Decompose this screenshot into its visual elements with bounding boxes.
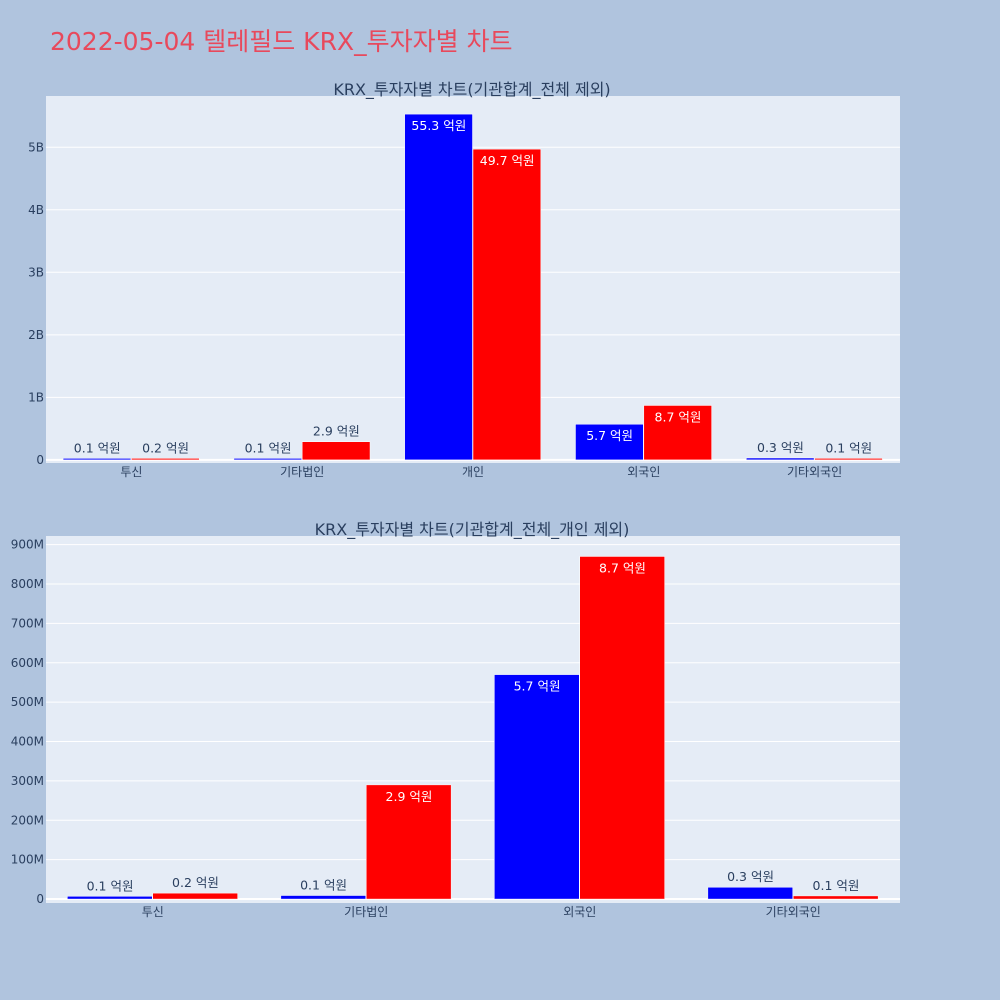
page-title: 2022-05-04 텔레필드 KRX_투자자별 차트 [50,27,513,56]
y-tick-label: 200M [11,813,44,827]
y-tick-label: 700M [11,616,44,630]
y-tick-label: 900M [11,538,44,552]
bar-data-label: 0.3 억원 [727,869,774,884]
y-tick-label: 3B [28,265,44,279]
bar-data-label: 5.7 억원 [586,428,633,443]
y-tick-label: 5B [28,140,44,154]
bar-data-label: 2.9 억원 [386,789,433,804]
chart-bottom: 0 100M 200M 300M 400M 500M 600M 700M 800M 900M 투신 0… [11,520,900,919]
bar-data-label: 0.3 억원 [757,440,804,455]
bar [643,405,712,461]
bar-data-label: 8.7 억원 [599,560,646,575]
y-tick-label: 4B [28,203,44,217]
bar-data-label: 0.2 억원 [172,875,219,890]
x-tick-label: 기타외국인 [766,905,821,919]
chart-title: KRX_투자자별 차트(기관합계_전체_개인 제외) [315,520,630,540]
y-tick-label: 500M [11,695,44,709]
y-tick-label: 800M [11,577,44,591]
bar [793,895,879,900]
bar [366,784,452,900]
bar [579,556,665,900]
x-tick-label: 투신 [120,465,142,479]
bar [62,458,132,461]
bar-data-label: 0.1 억원 [74,440,121,455]
y-tick-label: 0 [36,453,44,467]
y-tick-label: 600M [11,656,44,670]
bar-data-label: 0.1 억원 [813,878,860,893]
bar-data-label: 0.1 억원 [825,440,872,455]
y-tick-label: 300M [11,774,44,788]
bar [152,892,238,900]
x-tick-label: 개인 [462,465,484,479]
bar [707,886,793,900]
bar-data-label: 8.7 억원 [655,409,702,424]
x-tick-label: 외국인 [627,465,660,479]
bar [746,457,815,461]
x-tick-label: 기타법인 [344,905,388,919]
x-tick-label: 투신 [142,905,164,919]
x-tick-label: 기타법인 [280,465,324,479]
bar [575,423,644,461]
bar-data-label: 0.1 억원 [87,878,134,893]
bar [814,458,883,461]
plot-area [46,536,900,903]
bar [233,458,302,461]
bar-data-label: 49.7 억원 [480,153,535,168]
bar-data-label: 0.1 억원 [300,878,347,893]
bar-data-label: 2.9 억원 [313,424,360,439]
x-tick-label: 외국인 [563,905,596,919]
y-tick-label: 0 [36,892,44,906]
chart-title: KRX_투자자별 차트(기관합계_전체 제외) [333,80,610,100]
y-tick-label: 100M [11,853,44,867]
bar [131,458,200,461]
bar-data-label: 55.3 억원 [411,118,466,133]
bar [404,113,473,461]
y-tick-label: 1B [28,390,44,404]
bar-data-label: 0.1 억원 [245,440,292,455]
bar-data-label: 5.7 억원 [514,679,561,694]
bar [280,895,367,900]
bar [494,674,580,900]
x-tick-label: 기타외국인 [787,465,842,479]
bar [472,148,542,461]
bar-data-label: 0.2 억원 [142,440,189,455]
y-tick-label: 400M [11,735,44,749]
bar [67,896,153,900]
bar [301,441,371,461]
y-tick-label: 2B [28,328,44,342]
